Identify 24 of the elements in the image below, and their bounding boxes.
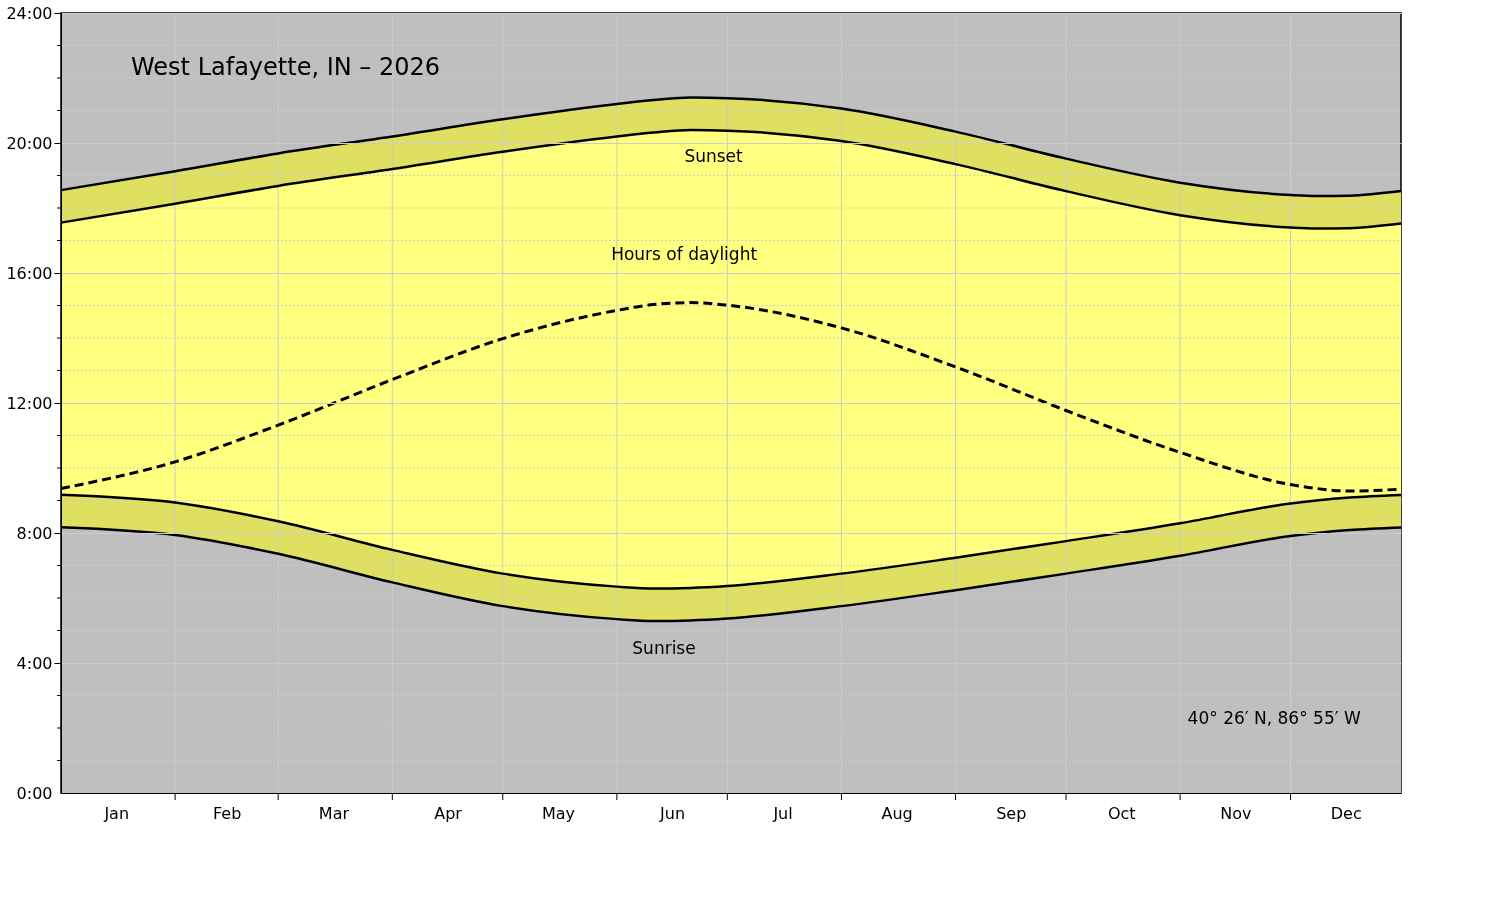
y-tick-label: 8:00 (16, 523, 53, 543)
y-tick-label: 4:00 (16, 653, 53, 673)
x-tick-label: Dec (1330, 803, 1362, 823)
x-tick-label: Sep (996, 803, 1027, 823)
y-tick-label: 16:00 (6, 263, 53, 283)
x-tick-label: Nov (1220, 803, 1252, 823)
x-tick-label: Feb (213, 803, 242, 823)
x-tick-label: Jun (659, 803, 686, 823)
x-tick-label: Oct (1107, 803, 1136, 823)
y-tick-label: 24:00 (6, 3, 53, 23)
annotation: 40° 26′ N, 86° 55′ W (1187, 707, 1361, 728)
y-tick-label: 20:00 (6, 133, 53, 153)
x-tick-label: Apr (434, 803, 463, 823)
y-tick-label: 0:00 (16, 783, 53, 803)
x-tick-label: May (541, 803, 576, 823)
y-tick-label: 12:00 (6, 393, 53, 413)
text: West Lafayette, IN – 2026 (131, 53, 441, 81)
x-tick-label: Jul (772, 803, 793, 823)
annotation: Sunset (684, 146, 744, 167)
annotation: Sunrise (632, 637, 696, 658)
x-tick-label: Aug (881, 803, 913, 823)
x-tick-label: Mar (318, 803, 350, 823)
annotation: Hours of daylight (611, 243, 758, 264)
x-tick-label: Jan (103, 803, 130, 823)
